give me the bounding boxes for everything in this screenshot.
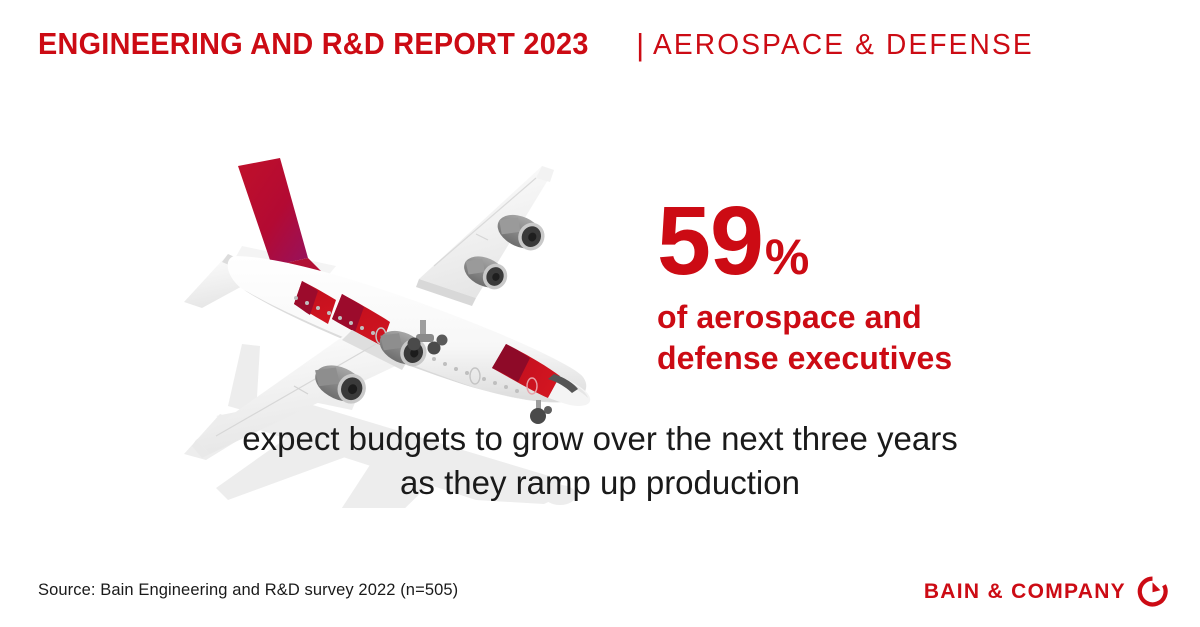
- title-divider: |: [636, 27, 645, 62]
- brand-lockup: BAIN & COMPANY: [924, 576, 1168, 607]
- report-title-main: ENGINEERING AND R&D REPORT 2023: [38, 26, 589, 61]
- main-landing-gear: [407, 320, 448, 355]
- nose-landing-gear: [530, 400, 552, 424]
- airplane-fuselage: [227, 256, 591, 406]
- stat-value: 59: [657, 186, 764, 295]
- source-note: Source: Bain Engineering and R&D survey …: [38, 581, 459, 599]
- statement-line-1: expect budgets to grow over the next thr…: [242, 420, 958, 457]
- airplane-far-engines: [464, 214, 545, 290]
- statement-line-2: as they ramp up production: [400, 463, 800, 501]
- report-title-sector: AEROSPACE & DEFENSE: [653, 29, 1034, 61]
- stat-caption-line-2: defense executives: [657, 339, 953, 376]
- stat-caption-line-1: of aerospace and: [657, 299, 922, 336]
- brand-name: BAIN & COMPANY: [923, 579, 1126, 603]
- stat-unit: %: [764, 229, 810, 285]
- statement-text: expect budgets to grow over the next thr…: [150, 417, 1050, 505]
- stat-caption: of aerospace and defense executives: [657, 297, 1077, 378]
- airplane-far-wing: [416, 166, 554, 306]
- airplane-illustration: [176, 148, 646, 508]
- stat-value-row: 59 %: [657, 186, 1077, 295]
- page-title: ENGINEERING AND R&D REPORT 2023 | AEROSPAC…: [38, 28, 1046, 60]
- key-statistic: 59 % of aerospace and defense executives: [657, 186, 1077, 378]
- airplane-near-engines: [315, 320, 552, 424]
- airplane-near-wing: [192, 330, 408, 458]
- bain-circle-wedge-logo-icon: [1137, 576, 1168, 607]
